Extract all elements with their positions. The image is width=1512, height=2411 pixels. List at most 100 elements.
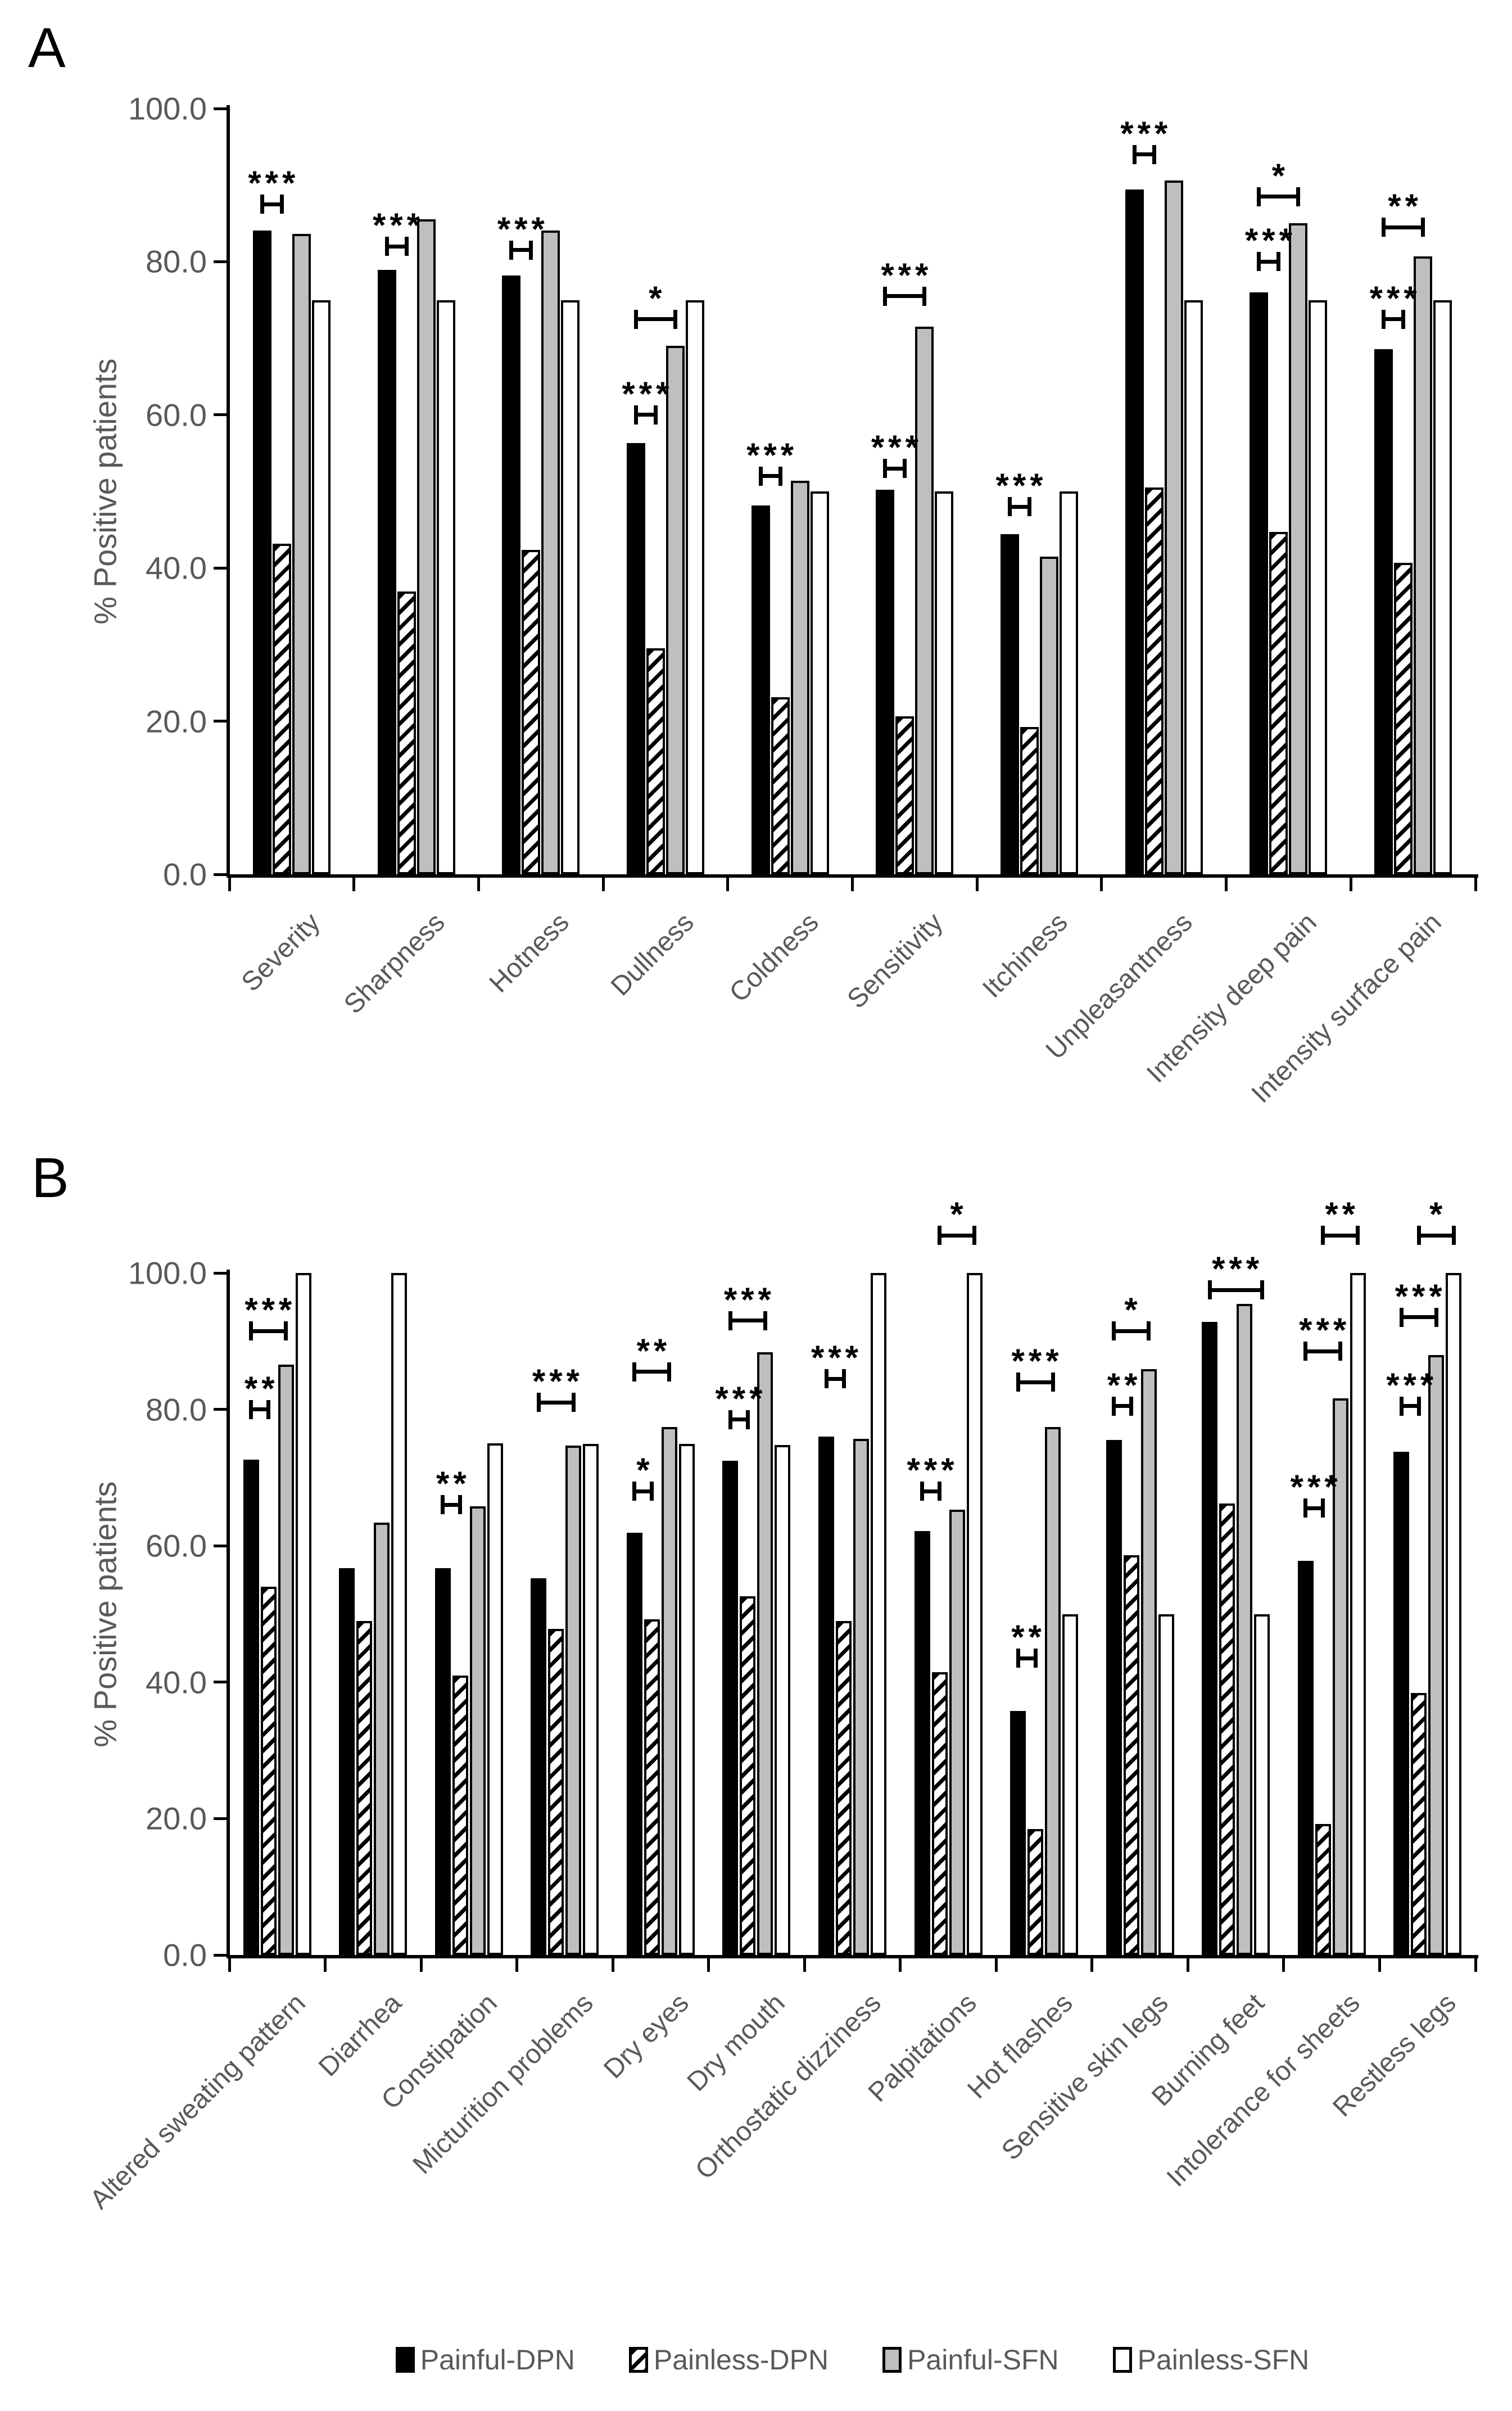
significance-bracket-cap bbox=[1016, 1649, 1020, 1668]
y-tick-label: 100.0 bbox=[128, 1255, 207, 1291]
significance-bracket bbox=[730, 1319, 766, 1323]
significance-bracket bbox=[442, 1502, 460, 1507]
significance-bracket-cap bbox=[903, 459, 907, 478]
significance-bracket bbox=[1259, 259, 1279, 264]
x-tick bbox=[228, 1958, 231, 1972]
x-tick bbox=[803, 1958, 806, 1972]
bar-painless-dpn bbox=[452, 1675, 468, 1955]
significance-bracket-cap bbox=[384, 237, 389, 256]
bar-painless-dpn bbox=[356, 1620, 373, 1955]
bar-painless-sfn bbox=[685, 300, 704, 874]
significance-bracket-cap bbox=[1416, 1226, 1421, 1245]
significance-bracket bbox=[1134, 152, 1155, 157]
y-tick-label: 40.0 bbox=[146, 1664, 207, 1700]
bar-painless-sfn bbox=[810, 491, 829, 874]
significance-bracket-cap bbox=[1027, 497, 1032, 517]
significance-bracket-cap bbox=[509, 240, 514, 260]
bar-painful-dpn bbox=[243, 1460, 259, 1955]
significance-bracket-cap bbox=[1399, 1396, 1404, 1416]
significance-bracket-cap bbox=[1382, 218, 1386, 237]
significance-label: * bbox=[649, 279, 666, 317]
significance-bracket bbox=[1419, 1233, 1454, 1238]
significance-label: *** bbox=[245, 1291, 296, 1329]
significance-bracket-cap bbox=[883, 286, 888, 306]
y-tick-label: 40.0 bbox=[146, 550, 207, 586]
bar-painful-sfn bbox=[469, 1506, 486, 1955]
significance-bracket bbox=[387, 244, 407, 249]
bar-painful-dpn bbox=[722, 1460, 739, 1955]
significance-bracket bbox=[251, 1329, 286, 1333]
bar-painless-dpn bbox=[1394, 562, 1413, 874]
significance-bracket-cap bbox=[260, 195, 264, 214]
legend-item-painful-dpn: Painful-DPN bbox=[395, 2344, 575, 2376]
bar-painful-dpn bbox=[1106, 1440, 1122, 1955]
significance-bracket-cap bbox=[824, 1369, 829, 1388]
significance-bracket-cap bbox=[1051, 1372, 1055, 1392]
bar-painful-sfn bbox=[1045, 1427, 1061, 1955]
x-tick bbox=[1100, 878, 1103, 891]
x-tick bbox=[611, 1958, 614, 1972]
significance-bracket-cap bbox=[1434, 1307, 1438, 1327]
significance-label: *** bbox=[871, 428, 922, 467]
legend: Painful-DPN Painless-DPN Painful-SFN Painle… bbox=[229, 2344, 1475, 2376]
significance-label: *** bbox=[1395, 1277, 1446, 1315]
significance-bracket bbox=[730, 1417, 748, 1422]
bar-painless-sfn bbox=[1446, 1273, 1462, 1955]
y-tick-label: 60.0 bbox=[146, 397, 207, 433]
significance-bracket-cap bbox=[249, 1399, 253, 1419]
significance-bracket-cap bbox=[745, 1410, 750, 1429]
bar-painless-sfn bbox=[487, 1443, 503, 1955]
significance-bracket-cap bbox=[571, 1393, 576, 1412]
significance-bracket bbox=[636, 413, 656, 417]
x-tick bbox=[419, 1958, 423, 1972]
significance-label: *** bbox=[746, 436, 798, 474]
bar-painful-dpn bbox=[818, 1437, 834, 1955]
significance-label: * bbox=[636, 1451, 654, 1489]
x-tick bbox=[228, 878, 231, 891]
significance-label: *** bbox=[1011, 1342, 1063, 1380]
significance-label: *** bbox=[1299, 1311, 1351, 1349]
y-tick bbox=[214, 1544, 227, 1547]
significance-bracket bbox=[1018, 1656, 1036, 1660]
significance-label: *** bbox=[373, 206, 424, 245]
significance-bracket bbox=[885, 466, 905, 471]
bar-painful-dpn bbox=[502, 275, 521, 874]
significance-bracket-cap bbox=[632, 1482, 637, 1501]
significance-bracket bbox=[1009, 504, 1030, 509]
x-tick bbox=[515, 1958, 519, 1972]
bar-painless-dpn bbox=[771, 697, 790, 874]
bar-painful-dpn bbox=[1001, 534, 1020, 874]
x-tick bbox=[1378, 1958, 1381, 1972]
x-tick bbox=[352, 878, 356, 891]
bar-painful-dpn bbox=[1202, 1322, 1218, 1955]
x-tick bbox=[1186, 1958, 1189, 1972]
significance-bracket bbox=[251, 1407, 269, 1412]
x-tick bbox=[726, 878, 730, 891]
bar-painless-sfn bbox=[935, 491, 954, 874]
bar-painful-dpn bbox=[626, 443, 645, 874]
significance-bracket-cap bbox=[841, 1369, 846, 1388]
x-tick bbox=[975, 878, 979, 891]
significance-bracket bbox=[1383, 225, 1423, 229]
bar-painless-sfn bbox=[1433, 300, 1452, 874]
y-tick bbox=[214, 566, 227, 570]
significance-bracket-cap bbox=[536, 1393, 541, 1412]
bar-painless-dpn bbox=[895, 716, 915, 874]
significance-bracket-cap bbox=[1321, 1226, 1325, 1245]
y-tick-label: 60.0 bbox=[146, 1528, 207, 1564]
bar-painless-sfn bbox=[871, 1273, 886, 1955]
x-tick bbox=[477, 878, 480, 891]
bar-painful-dpn bbox=[1125, 189, 1144, 874]
significance-bracket-cap bbox=[1016, 1372, 1020, 1392]
significance-bracket-cap bbox=[920, 1482, 925, 1501]
bar-painless-sfn bbox=[391, 1273, 408, 1955]
significance-bracket bbox=[1383, 317, 1404, 322]
x-tick bbox=[601, 878, 605, 891]
bar-painless-sfn bbox=[678, 1444, 695, 1955]
bar-painless-dpn bbox=[1027, 1828, 1044, 1955]
significance-bracket-cap bbox=[266, 1399, 271, 1419]
black-swatch-icon bbox=[395, 2347, 415, 2373]
bar-painful-dpn bbox=[1250, 292, 1269, 874]
significance-bracket-cap bbox=[633, 309, 638, 329]
